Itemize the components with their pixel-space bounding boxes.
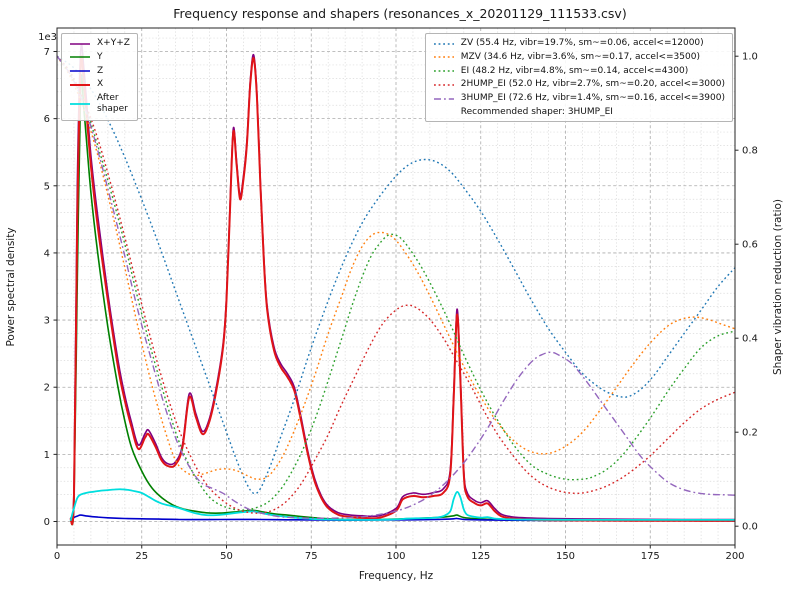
- legend-entry-y: Y: [69, 52, 130, 63]
- legend-entry-2HUMP_EI: 2HUMP_EI (52.0 Hz, vibr=2.7%, sm~=0.20, …: [433, 79, 725, 90]
- legend-entry-label: X: [97, 79, 104, 90]
- legend-entry-label: After shaper: [97, 93, 128, 115]
- series-line-3HUMP_EI: [57, 55, 735, 519]
- legend-entry-label: 2HUMP_EI (52.0 Hz, vibr=2.7%, sm~=0.20, …: [460, 79, 725, 90]
- legend-psd: X+Y+Z Y Z X After shaper: [61, 33, 138, 121]
- series-line-z: [70, 514, 735, 522]
- legend-entry-label: 3HUMP_EI (72.6 Hz, vibr=1.4%, sm~=0.16, …: [460, 93, 725, 103]
- series-line-y: [69, 74, 735, 526]
- legend-entry-sum: X+Y+Z: [69, 38, 130, 49]
- x-tick-label: 100: [386, 551, 405, 562]
- y-left-tick-label: 1: [44, 450, 50, 461]
- legend-entry-label: Z: [97, 65, 104, 76]
- legend-entry-ZV: ZV (55.4 Hz, vibr=19.7%, sm~=0.06, accel…: [433, 38, 725, 49]
- axes: 0 25 50 75 100 125 150 175 200 0 1 2 3 4 5 6 7 0.0 0.2 0.4 0…: [44, 27, 758, 562]
- x-tick-label: 25: [135, 551, 148, 562]
- legend-entry-z: Z: [69, 66, 130, 77]
- x-axis-label: Frequency, Hz: [359, 570, 434, 582]
- legend-line-sample-icon: [433, 70, 454, 72]
- y-left-tick-label: 6: [44, 114, 50, 125]
- x-tick-label: 50: [220, 551, 233, 562]
- y-right-tick-label: 0.2: [742, 428, 758, 439]
- series-line-ZV: [57, 55, 735, 495]
- y-left-tick-label: 3: [44, 316, 50, 327]
- y-axis-multiplier: 1e3: [38, 32, 57, 43]
- legend-shapers: ZV (55.4 Hz, vibr=19.7%, sm~=0.06, accel…: [424, 33, 733, 122]
- x-tick-label: 200: [725, 551, 744, 562]
- x-tick-label: 150: [556, 551, 575, 562]
- y-axis-label-right: Shaper vibration reduction (ratio): [772, 199, 784, 375]
- legend-entry-label: MZV (34.6 Hz, vibr=3.6%, sm~=0.17, accel…: [460, 51, 700, 62]
- chart-title: Frequency response and shapers (resonanc…: [173, 6, 626, 21]
- legend-line-sample-icon: [70, 83, 90, 86]
- series-line-EI: [57, 55, 735, 511]
- legend-line-sample-icon: [433, 42, 454, 45]
- series-line-after_shaper: [69, 488, 735, 522]
- legend-entry-label: ZV (55.4 Hz, vibr=19.7%, sm~=0.06, accel…: [460, 38, 704, 48]
- x-tick-label: 125: [471, 551, 490, 562]
- legend-entry-EI: EI (48.2 Hz, vibr=4.8%, sm~=0.14, accel<…: [433, 66, 725, 77]
- series-line-MZV: [57, 55, 735, 480]
- legend-entry-x: X: [69, 79, 130, 90]
- legend-entry-label: X+Y+Z: [97, 38, 130, 48]
- x-tick-label: 75: [305, 551, 318, 562]
- series-line-2HUMP_EI: [57, 55, 735, 514]
- y-right-tick-label: 0.6: [742, 240, 758, 251]
- legend-line-sample-icon: [70, 42, 90, 45]
- y-left-tick-label: 5: [44, 181, 50, 192]
- recommended-shaper-note: Recommended shaper: 3HUMP_EI: [460, 106, 613, 117]
- legend-line-sample-icon: [70, 70, 90, 72]
- legend-entry-label: Y: [97, 51, 103, 62]
- x-tick-label: 175: [641, 551, 660, 562]
- series-line-x: [69, 55, 735, 526]
- legend-line-sample-icon: [433, 84, 454, 86]
- y-left-tick-label: 4: [44, 248, 50, 259]
- legend-line-sample-icon: [433, 56, 454, 59]
- y-right-tick-label: 0.8: [742, 146, 758, 157]
- y-right-tick-label: 1.0: [742, 52, 758, 63]
- x-tick-label: 0: [54, 551, 60, 562]
- y-left-tick-label: 0: [44, 517, 50, 528]
- y-left-tick-label: 2: [44, 383, 50, 394]
- y-axis-label-left: Power spectral density: [5, 227, 17, 346]
- y-left-tick-label: 7: [44, 47, 50, 58]
- y-right-tick-label: 0.0: [742, 522, 758, 533]
- y-right-tick-label: 0.4: [742, 334, 758, 345]
- legend-line-sample-icon: [70, 103, 90, 106]
- legend-entry-MZV: MZV (34.6 Hz, vibr=3.6%, sm~=0.17, accel…: [433, 52, 725, 63]
- legend-entry-3HUMP_EI: 3HUMP_EI (72.6 Hz, vibr=1.4%, sm~=0.16, …: [433, 93, 725, 104]
- legend-entry-after_shaper: After shaper: [69, 93, 130, 116]
- legend-line-sample-icon: [433, 97, 454, 100]
- series: [57, 43, 735, 526]
- legend-line-sample-icon: [70, 56, 90, 59]
- legend-entry-label: EI (48.2 Hz, vibr=4.8%, sm~=0.14, accel<…: [460, 65, 689, 76]
